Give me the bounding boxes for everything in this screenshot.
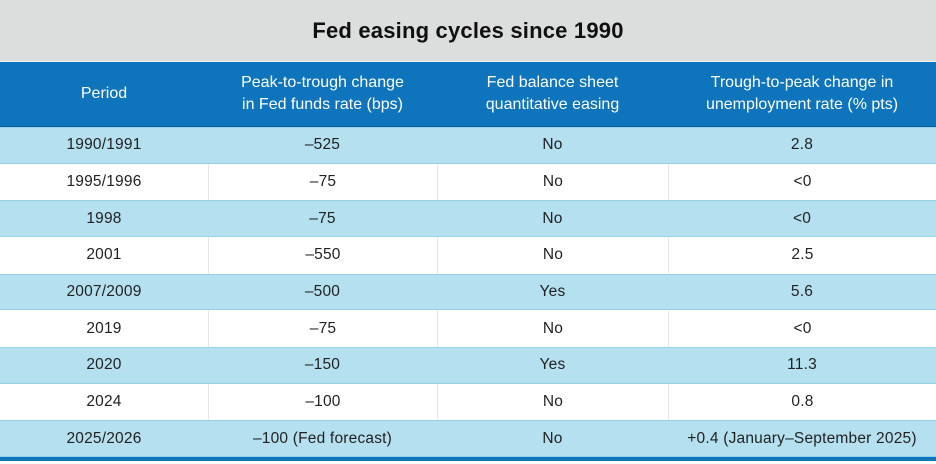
cell-qe: No [437, 310, 668, 347]
table-row: 2025/2026 –100 (Fed forecast) No +0.4 (J… [0, 420, 936, 457]
table-row: 2001 –550 No 2.5 [0, 236, 936, 274]
cell-period: 2024 [86, 392, 122, 410]
table-row: 1995/1996 –75 No <0 [0, 163, 936, 201]
cell-qe: No [437, 383, 668, 421]
bottom-accent-bar [0, 456, 936, 461]
cell-unemployment: 2.8 [790, 136, 814, 154]
cell-rate-change: –75 [208, 310, 437, 347]
table-row: 2024 –100 No 0.8 [0, 383, 936, 421]
cell-period: 2025/2026 [66, 429, 142, 447]
cell-period: 2020 [86, 356, 122, 374]
cell-rate-change: –525 [304, 136, 341, 154]
cell-rate-change: –150 [304, 356, 341, 374]
cell-unemployment: +0.4 (January–September 2025) [687, 429, 917, 447]
cell-rate-change: –100 (Fed forecast) [252, 429, 393, 447]
cell-qe: No [542, 136, 563, 154]
column-header-period: Period [80, 85, 128, 103]
cell-unemployment: <0 [792, 209, 812, 227]
cell-unemployment: 2.5 [668, 236, 936, 274]
cell-unemployment: 5.6 [790, 282, 814, 300]
cell-rate-change: –550 [208, 236, 437, 274]
column-header-unemployment: Trough-to-peak change in unemployment ra… [705, 74, 899, 113]
table-row: 1990/1991 –525 No 2.8 [0, 127, 936, 164]
cell-period: 1998 [86, 209, 122, 227]
cell-period: 2019 [86, 319, 122, 337]
title-band: Fed easing cycles since 1990 [0, 0, 936, 62]
cell-rate-change: –75 [208, 163, 437, 201]
cell-unemployment: <0 [668, 163, 936, 201]
table-row: 2019 –75 No <0 [0, 310, 936, 347]
chart-title: Fed easing cycles since 1990 [312, 17, 624, 43]
column-header-rate-change: Peak-to-trough change in Fed funds rate … [241, 74, 404, 113]
cell-period: 1990/1991 [66, 136, 142, 154]
cell-qe: No [437, 236, 668, 274]
cell-rate-change: –500 [304, 282, 341, 300]
cell-period: 2007/2009 [66, 282, 142, 300]
cell-rate-change: –75 [309, 209, 336, 227]
cell-period: 1995/1996 [66, 172, 142, 190]
cell-unemployment: <0 [668, 310, 936, 347]
cell-qe: Yes [539, 356, 566, 374]
cell-rate-change: –100 [208, 383, 437, 421]
table-row: 2007/2009 –500 Yes 5.6 [0, 273, 936, 311]
column-header-qe: Fed balance sheet quantitative easing [485, 74, 620, 113]
table-row: 2020 –150 Yes 11.3 [0, 346, 936, 384]
cell-unemployment: 11.3 [787, 356, 817, 374]
cell-period: 2001 [86, 246, 122, 264]
cell-unemployment: 0.8 [668, 383, 936, 421]
cell-qe: No [437, 163, 668, 201]
bottom-margin [0, 460, 936, 463]
table-header-row: Period Peak-to-trough change in Fed fund… [0, 62, 936, 127]
cell-qe: No [542, 429, 563, 447]
cell-qe: No [542, 209, 563, 227]
cell-qe: Yes [539, 282, 566, 300]
table-row: 1998 –75 No <0 [0, 200, 936, 237]
